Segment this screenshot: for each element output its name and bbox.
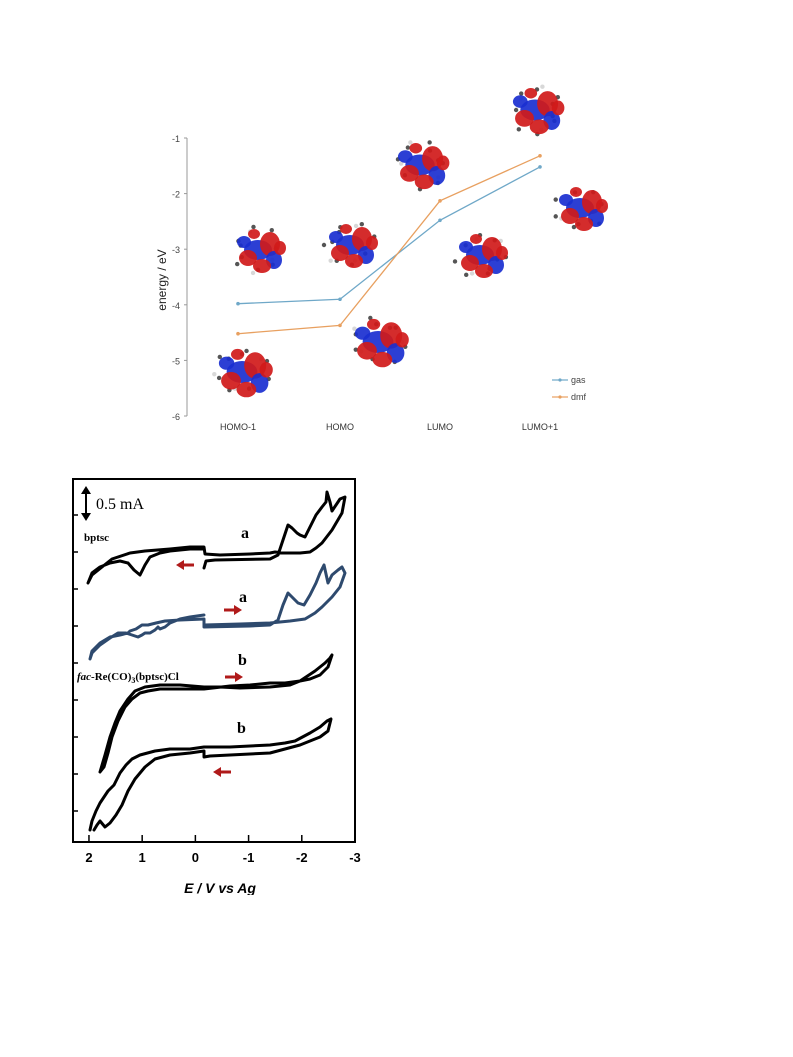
cv-trace-b-1 [98,653,334,774]
series-point-gas [338,297,342,302]
x-category-label: HOMO-1 [220,422,256,432]
x-tick-label: -3 [349,850,361,865]
orbital-cluster [512,84,565,137]
y-axis-label: energy / eV [155,249,169,310]
y-tick-label: -6 [172,412,180,422]
x-tick-label: -1 [243,850,255,865]
cyclic-voltammetry-chart: 0.5 mA bptsc fac-Re(CO)3(bptsc)Cl a a b … [72,478,361,895]
series-line-gas [237,166,541,305]
scan-arrow-right [224,605,242,615]
y-tick-label: -3 [172,245,180,255]
x-tick-label: 2 [85,850,92,865]
y-tick-label: -5 [172,356,180,366]
y-tick-label: -1 [172,134,180,144]
x-tick-label: 1 [139,850,146,865]
scale-bar: 0.5 mA [81,486,144,521]
curve-letter-1: a [241,525,249,542]
plot-frame [72,478,356,843]
orbital-cluster [212,348,273,398]
curve-letter-2: a [239,589,247,606]
orbital-cluster [395,140,450,192]
orbital-energy-chart: -1 -2 -3 -4 -5 -6 energy / eV HOMO-1 HOMO LUMO L… [155,84,609,432]
label-re-complex: fac-Re(CO)3(bptsc)Cl [77,671,179,685]
series-point-dmf [236,331,240,336]
x-category-label: LUMO+1 [522,422,558,432]
legend: gas dmf [552,375,587,402]
scan-arrow-left [213,767,231,777]
x-axis-label: E / V vs Ag [184,880,256,895]
x-tick-label: 0 [192,850,199,865]
orbital-images [212,84,609,398]
series-line-dmf [237,155,541,335]
scan-direction-arrows [176,560,243,777]
curve-letter-4: b [237,720,246,737]
orbital-cluster [452,233,509,278]
x-tick-label: -2 [296,850,308,865]
cv-trace-a-bptsc [86,490,347,585]
orbital-cluster [553,187,609,231]
label-bptsc: bptsc [84,532,109,544]
series-point-dmf [338,323,342,328]
y-tick-label: -2 [172,190,180,200]
scan-arrow-right [225,672,243,682]
orbital-cluster [352,315,409,368]
orbital-cluster [235,224,286,276]
series-point-dmf [438,199,442,203]
series-point-gas [236,301,240,306]
series-point-dmf [538,153,542,158]
cv-trace-b-2 [88,717,333,832]
legend-gas: gas [571,375,586,385]
series-point-gas [438,218,442,223]
y-tick-label: -4 [172,301,180,311]
orbital-cluster [321,221,378,268]
series-point-gas [538,165,542,169]
x-category-label: HOMO [326,422,354,432]
x-category-label: LUMO [427,422,453,432]
cv-trace-a-blue [88,563,347,661]
curve-letter-3: b [238,652,247,669]
scan-arrow-left [176,560,194,570]
legend-dmf: dmf [571,392,587,402]
scale-bar-label: 0.5 mA [96,496,144,513]
